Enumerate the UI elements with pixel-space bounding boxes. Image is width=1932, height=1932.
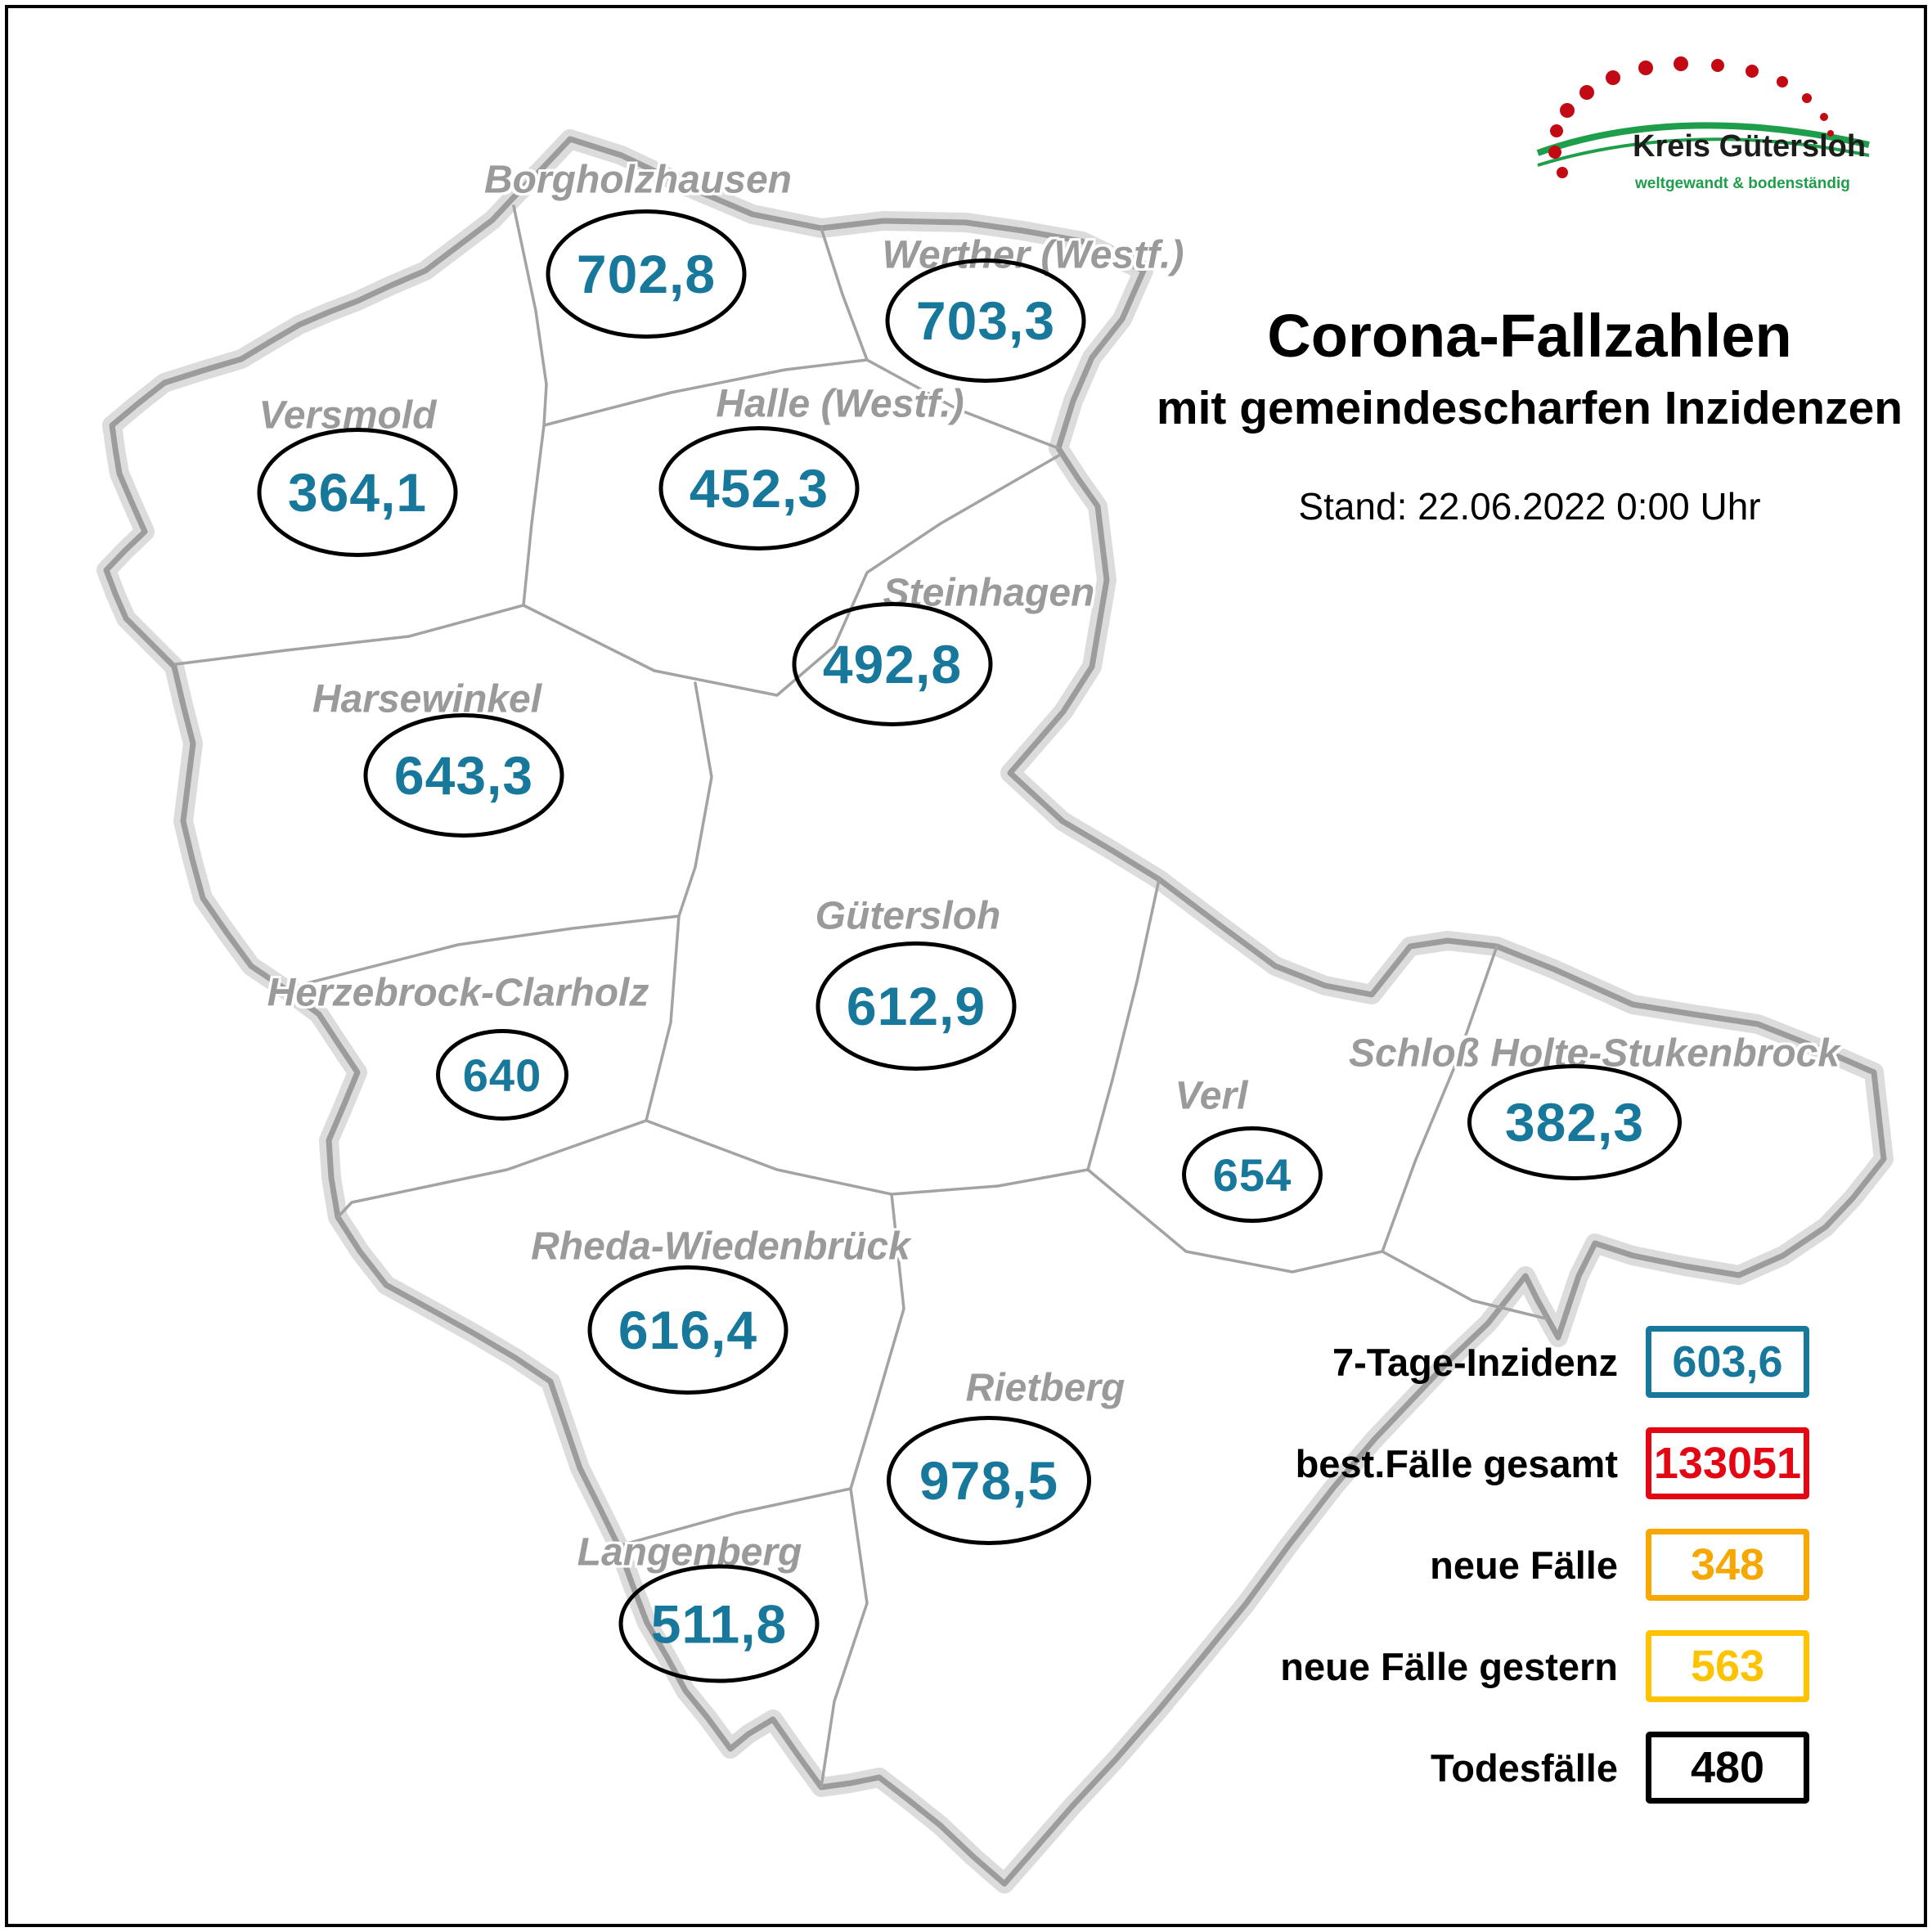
municipality-label: Gütersloh	[815, 894, 1001, 938]
incidence-value: 640	[462, 1049, 542, 1101]
incidence-ellipse: 616,4	[587, 1265, 789, 1395]
logo-graphic	[1536, 56, 1870, 178]
incidence-ellipse: 654	[1182, 1126, 1323, 1223]
incidence-ellipse: 511,8	[618, 1564, 820, 1683]
legend-label: neue Fälle gestern	[1280, 1644, 1618, 1688]
legend-value-box: 133051	[1646, 1427, 1809, 1499]
incidence-ellipse: 364,1	[257, 428, 458, 557]
stand-date: Stand: 22.06.2022 0:00 Uhr	[1298, 484, 1761, 528]
incidence-ellipse: 978,5	[887, 1416, 1091, 1545]
legend-value-box: 563	[1646, 1630, 1809, 1702]
incidence-ellipse: 640	[436, 1029, 568, 1121]
municipal-borders	[174, 204, 1548, 1789]
legend-row: neue Fälle gestern 563	[1280, 1626, 1809, 1706]
incidence-ellipse: 612,9	[815, 941, 1017, 1071]
incidence-ellipse: 643,3	[363, 713, 564, 838]
incidence-value: 492,8	[822, 634, 963, 694]
incidence-value: 643,3	[393, 745, 534, 806]
incidence-value: 364,1	[287, 462, 428, 523]
incidence-value: 616,4	[618, 1300, 758, 1360]
legend-label: neue Fälle	[1430, 1543, 1618, 1587]
incidence-value: 382,3	[1504, 1092, 1645, 1152]
legend-row: 7-Tage-Inzidenz 603,6	[1332, 1322, 1809, 1402]
title-block: Corona-Fallzahlen mit gemeindescharfen I…	[1145, 304, 1914, 528]
legend-label: Todesfälle	[1431, 1746, 1618, 1790]
legend-value-box: 603,6	[1646, 1326, 1809, 1398]
district-outline	[103, 136, 1887, 1887]
legend-value-box: 480	[1646, 1732, 1809, 1804]
page-subtitle: mit gemeindescharfen Inzidenzen	[1156, 381, 1903, 434]
municipality-label: Rheda-Wiedenbrück	[531, 1224, 910, 1269]
municipality-label: Harsewinkel	[312, 677, 542, 721]
incidence-value: 703,3	[915, 290, 1056, 351]
municipality-label: Borgholzhausen	[483, 158, 793, 202]
legend-value: 480	[1690, 1743, 1765, 1792]
red-dot-arc-icon	[1548, 56, 1834, 178]
incidence-ellipse: 382,3	[1467, 1064, 1682, 1180]
municipality-label: Rietberg	[965, 1366, 1126, 1410]
municipality-label: Halle (Westf.)	[716, 382, 964, 426]
incidence-ellipse: 492,8	[792, 602, 993, 726]
incidence-ellipse: 452,3	[658, 426, 860, 550]
kreis-guetersloh-logo: Kreis Gütersloh weltgewandt & bodenständ…	[1536, 51, 1881, 214]
legend-value: 603,6	[1672, 1337, 1783, 1386]
green-swoosh-icon	[1536, 122, 1870, 167]
legend-label: 7-Tage-Inzidenz	[1332, 1340, 1618, 1384]
logo-name: Kreis Gütersloh	[1633, 129, 1867, 164]
municipality-label: Verl	[1175, 1074, 1248, 1118]
page-title: Corona-Fallzahlen	[1267, 302, 1792, 370]
incidence-value: 612,9	[846, 976, 986, 1036]
legend-row: neue Fälle 348	[1430, 1525, 1809, 1605]
legend-value: 133051	[1653, 1439, 1802, 1488]
legend-row: Todesfälle 480	[1431, 1728, 1809, 1808]
incidence-value: 511,8	[650, 1593, 788, 1654]
legend-value-box: 348	[1646, 1529, 1809, 1601]
logo-tagline: weltgewandt & bodenständig	[1635, 175, 1850, 192]
incidence-value: 702,8	[576, 244, 717, 304]
legend-row: best.Fälle gesamt 133051	[1296, 1423, 1809, 1503]
incidence-value: 452,3	[689, 458, 829, 519]
legend-value: 563	[1690, 1642, 1765, 1691]
legend-label: best.Fälle gesamt	[1295, 1441, 1618, 1485]
incidence-value: 978,5	[919, 1450, 1059, 1511]
municipality-label: Herzebrock-Clarholz	[267, 971, 649, 1015]
incidence-value: 654	[1212, 1148, 1292, 1201]
legend-value: 348	[1690, 1540, 1765, 1589]
incidence-ellipse: 703,3	[885, 258, 1086, 383]
incidence-ellipse: 702,8	[546, 209, 747, 339]
